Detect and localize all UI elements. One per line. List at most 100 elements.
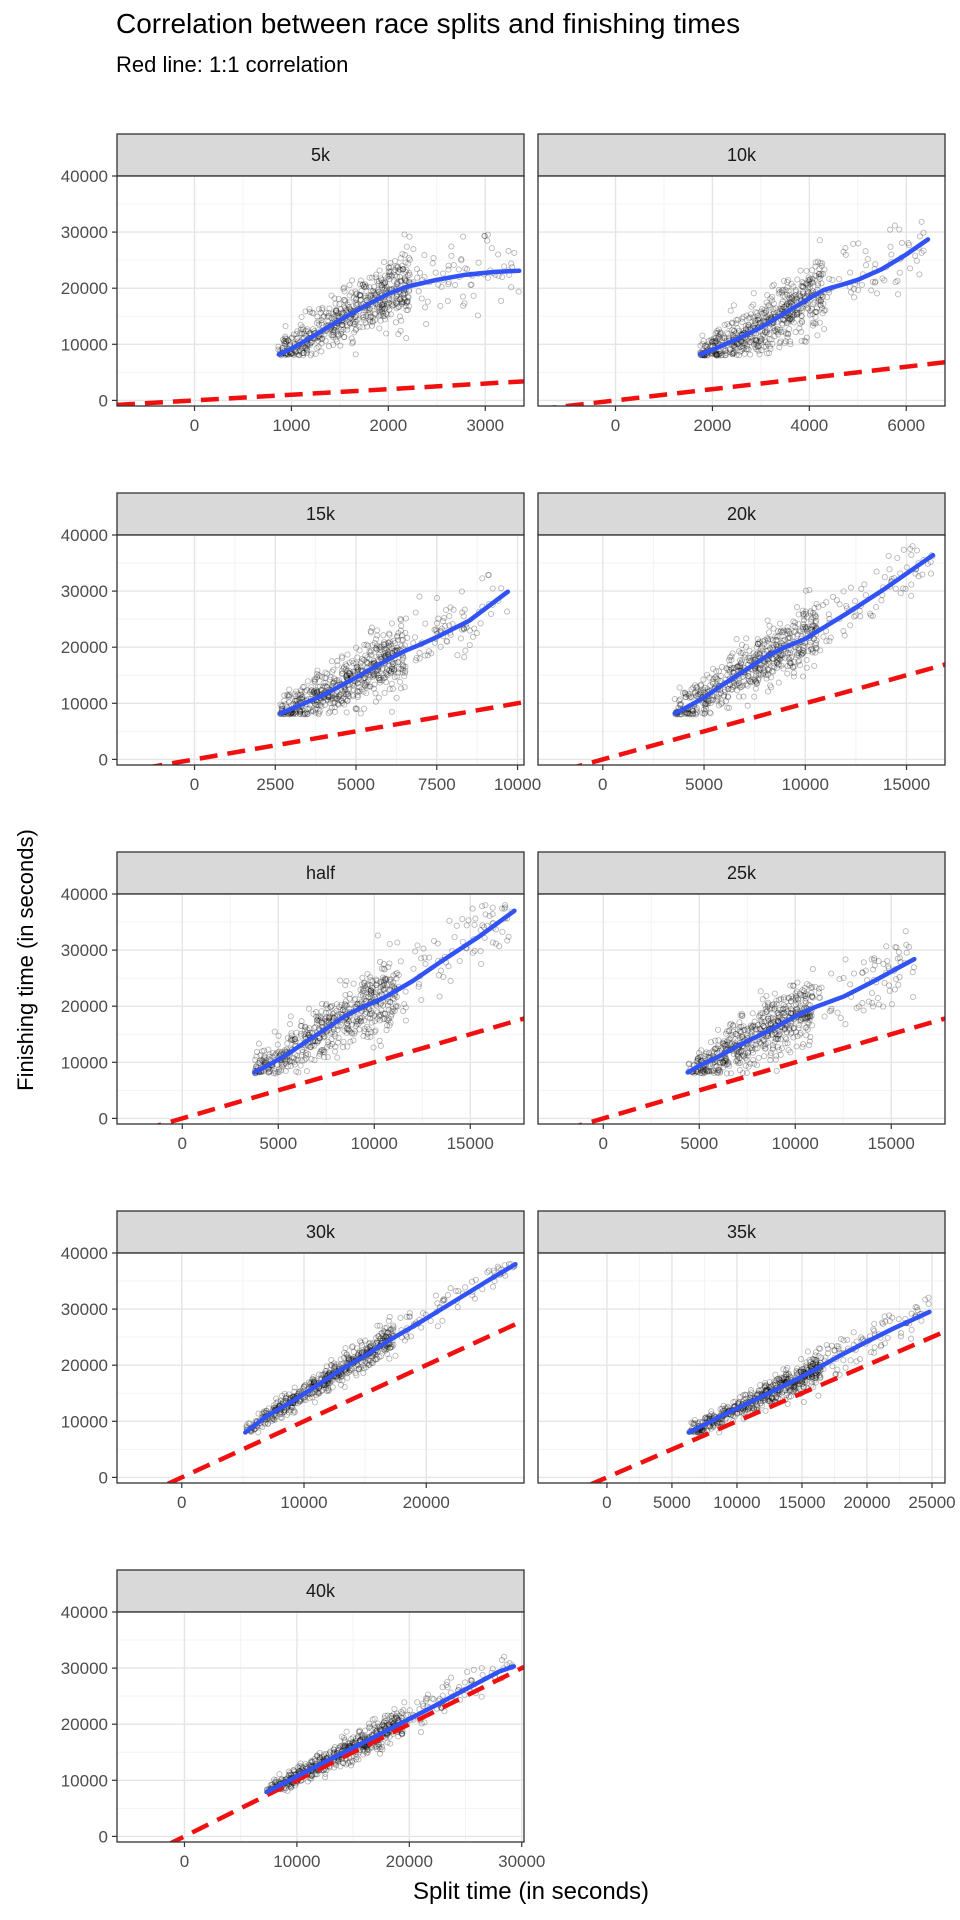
scatter-point — [802, 995, 810, 1002]
scatter-point — [793, 988, 800, 995]
scatter-point — [790, 319, 797, 326]
scatter-point — [311, 1042, 318, 1049]
scatter-point — [345, 1022, 352, 1029]
scatter-point — [346, 670, 353, 677]
scatter-point — [853, 1358, 860, 1365]
scatter-point — [315, 672, 322, 679]
scatter-point — [279, 1063, 286, 1070]
scatter-point — [380, 985, 387, 992]
scatter-point — [715, 668, 723, 675]
scatter-point — [321, 1048, 328, 1056]
scatter-point — [778, 1045, 785, 1052]
scatter-point — [780, 637, 788, 644]
scatter-point — [459, 293, 467, 300]
scatter-point — [804, 623, 811, 631]
scatter-point — [353, 291, 360, 298]
scatter-point — [332, 1033, 339, 1040]
scatter-point — [747, 655, 754, 662]
scatter-point — [789, 316, 796, 323]
scatter-point — [792, 288, 799, 295]
scatter-point — [375, 278, 383, 285]
scatter-point — [806, 1012, 813, 1020]
scatter-point — [739, 338, 746, 345]
scatter-point — [471, 625, 478, 632]
scatter-point — [352, 706, 359, 713]
scatter-point — [762, 1045, 769, 1052]
scatter-point — [842, 251, 849, 258]
scatter-point — [402, 667, 409, 674]
scatter-point — [382, 674, 389, 681]
scatter-point — [761, 640, 768, 648]
scatter-point — [797, 661, 804, 669]
scatter-point — [296, 351, 303, 358]
scatter-point — [717, 690, 725, 697]
scatter-point — [781, 293, 788, 300]
scatter-point — [809, 994, 817, 1001]
scatter-point — [909, 543, 916, 550]
scatter-point — [730, 669, 737, 676]
scatter-point — [344, 1370, 351, 1377]
scatter-point — [688, 686, 695, 693]
scatter-point — [307, 1044, 315, 1051]
scatter-point — [740, 1053, 748, 1060]
scatter-point — [718, 663, 725, 670]
scatter-point — [875, 958, 882, 965]
scatter-point — [887, 226, 894, 233]
scatter-point — [385, 300, 392, 307]
scatter-point — [358, 1014, 365, 1021]
scatter-point — [414, 274, 421, 281]
scatter-point — [402, 988, 409, 995]
scatter-point — [816, 271, 823, 278]
x-tick-label: 15000 — [883, 775, 930, 794]
scatter-point — [373, 290, 380, 297]
scatter-point — [761, 1024, 768, 1031]
scatter-point — [682, 693, 689, 701]
scatter-point — [828, 970, 835, 977]
scatter-point — [868, 287, 875, 294]
scatter-point — [712, 674, 719, 681]
scatter-point — [744, 702, 751, 709]
scatter-point — [798, 312, 805, 319]
scatter-point — [360, 1032, 367, 1040]
scatter-point — [330, 326, 337, 333]
scatter-point — [371, 670, 378, 678]
scatter-point — [316, 335, 323, 342]
scatter-point — [830, 593, 837, 600]
scatter-point — [353, 318, 360, 325]
scatter-point — [812, 259, 819, 266]
scatter-point — [469, 1278, 476, 1285]
scatter-point — [875, 1001, 882, 1008]
scatter-point — [394, 264, 401, 271]
scatter-point — [734, 1053, 741, 1060]
scatter-point — [337, 330, 345, 337]
scatter-point — [326, 1014, 333, 1021]
scatter-point — [372, 1351, 379, 1358]
x-axis-label: Split time (in seconds) — [412, 1878, 650, 1905]
scatter-point — [338, 328, 345, 335]
scatter-point — [317, 1048, 324, 1055]
scatter-point — [486, 912, 493, 919]
scatter-point — [812, 623, 819, 630]
scatter-point — [330, 1026, 337, 1033]
scatter-point — [362, 1358, 369, 1365]
scatter-point — [385, 651, 392, 658]
scatter-point — [718, 352, 725, 359]
scatter-point — [386, 631, 393, 638]
scatter-point — [352, 296, 360, 303]
scatter-point — [342, 673, 350, 680]
scatter-point — [743, 1069, 750, 1077]
scatter-point — [739, 657, 746, 664]
scatter-point — [366, 988, 373, 995]
scatter-point — [769, 293, 776, 300]
scatter-point — [350, 668, 357, 675]
scatter-point — [794, 995, 801, 1003]
scatter-point — [441, 614, 448, 622]
x-tick-label: 5000 — [259, 1134, 297, 1153]
scatter-point — [381, 312, 388, 320]
scatter-point — [327, 699, 334, 707]
scatter-point — [384, 1002, 392, 1009]
scatter-point — [719, 699, 726, 706]
scatter-point — [374, 632, 381, 639]
